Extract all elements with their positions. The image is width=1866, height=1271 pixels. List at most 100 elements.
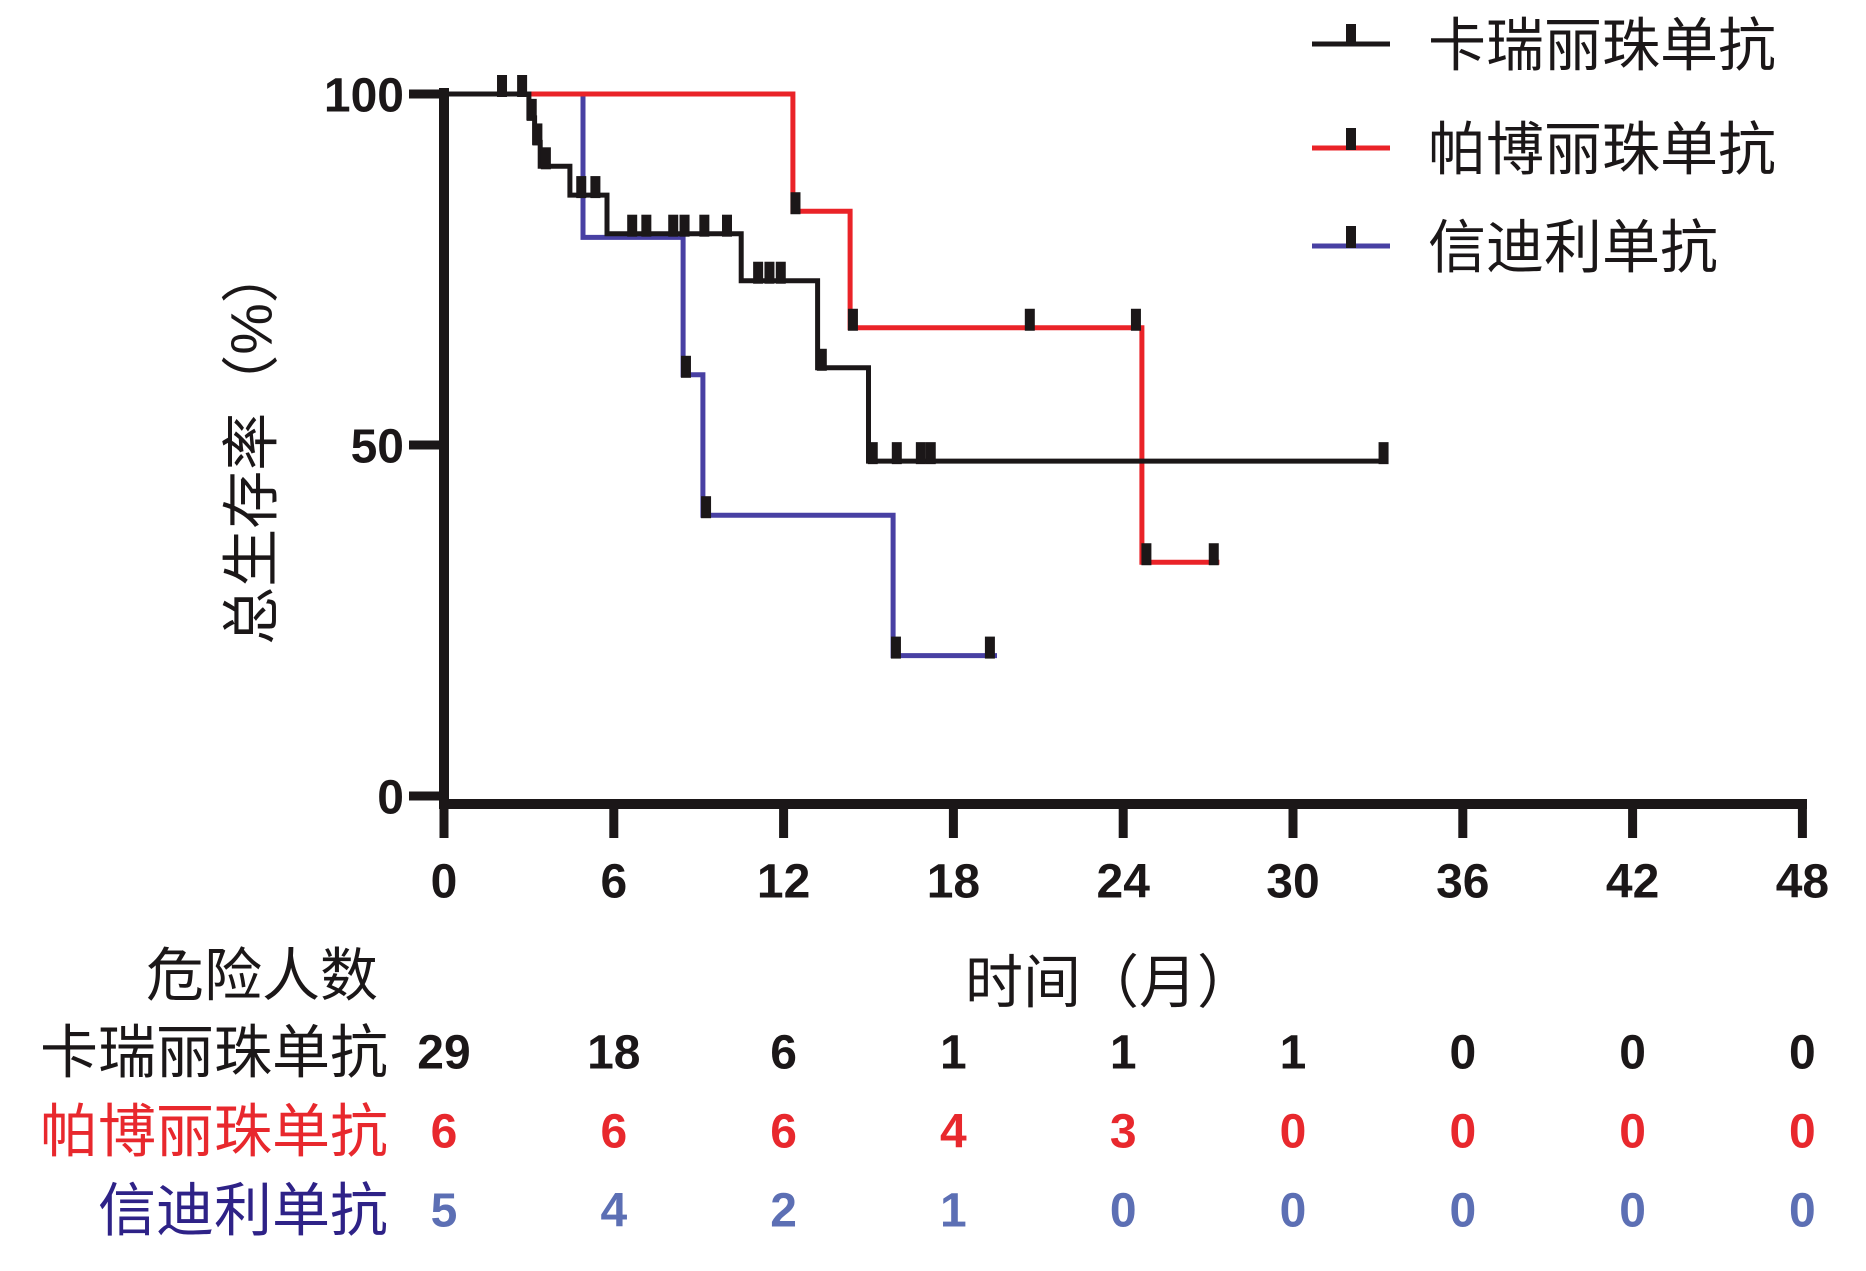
- risk-count: 3: [1110, 1106, 1137, 1159]
- x-tick-mark: [609, 809, 619, 838]
- x-tick-label: 30: [1266, 856, 1319, 909]
- risk-count: 29: [417, 1027, 470, 1080]
- risk-count: 1: [940, 1185, 967, 1238]
- y-axis-title: 总生存率（%）: [220, 245, 285, 645]
- x-tick-mark: [1118, 809, 1128, 838]
- censor-tick: [1378, 442, 1389, 465]
- risk-count: 0: [1619, 1027, 1646, 1080]
- censor-tick: [590, 176, 601, 199]
- censor-tick: [753, 261, 764, 284]
- risk-count: 6: [770, 1106, 797, 1159]
- survival-curve: [444, 91, 1220, 565]
- censor-tick: [1130, 308, 1141, 331]
- risk-count: 0: [1619, 1106, 1646, 1159]
- risk-count: 6: [431, 1106, 458, 1159]
- risk-count: 0: [1789, 1027, 1816, 1080]
- y-tick-label: 100: [324, 70, 404, 123]
- censor-tick: [891, 442, 902, 465]
- y-tick-labels: 100 50 0: [324, 70, 404, 825]
- censor-tick: [915, 442, 926, 465]
- risk-count: 0: [1789, 1185, 1816, 1238]
- risk-count: 1: [1280, 1027, 1307, 1080]
- censor-tick: [641, 214, 652, 237]
- x-tick-mark: [439, 809, 449, 838]
- risk-count: 6: [600, 1106, 627, 1159]
- x-tick-label: 48: [1776, 856, 1829, 909]
- x-tick-label: 12: [757, 856, 810, 909]
- x-tick-label: 18: [927, 856, 980, 909]
- censor-tick: [532, 123, 543, 146]
- risk-count: 1: [1110, 1027, 1137, 1080]
- risk-row-label: 卡瑞丽珠单抗: [40, 1021, 388, 1086]
- risk-count: 4: [940, 1106, 967, 1159]
- x-axis-line: [439, 799, 1807, 809]
- censor-tick: [1024, 308, 1035, 331]
- risk-count: 0: [1789, 1106, 1816, 1159]
- censor-tick: [925, 442, 936, 465]
- censor-tick: [722, 214, 732, 237]
- censor-tick: [576, 176, 587, 199]
- censor-tick: [984, 636, 995, 659]
- censor-tick: [790, 192, 801, 215]
- x-tick-label: 0: [431, 856, 458, 909]
- risk-table-row: 信迪利单抗 5 4 2 1 0 0 0 0 0: [98, 1179, 1816, 1244]
- x-tick-label: 6: [600, 856, 627, 909]
- censor-tick: [867, 442, 878, 465]
- risk-row-label: 信迪利单抗: [98, 1179, 388, 1244]
- legend-censor-tick: [1346, 226, 1356, 248]
- risk-count: 0: [1449, 1106, 1476, 1159]
- risk-table: 卡瑞丽珠单抗 29 18 6 1 1 1 0 0 0 帕博丽珠单抗 6 6 6 4 3 0 0 0 0 信迪利单抗 5 4 2…: [40, 1021, 1816, 1244]
- x-tick-label: 42: [1606, 856, 1659, 909]
- legend-item: 信迪利单抗: [1312, 216, 1718, 281]
- risk-table-row: 卡瑞丽珠单抗 29 18 6 1 1 1 0 0 0: [40, 1021, 1816, 1086]
- legend-censor-tick: [1346, 24, 1356, 46]
- censor-tick: [847, 308, 858, 331]
- y-tick-label: 50: [351, 421, 404, 474]
- risk-count: 0: [1280, 1185, 1307, 1238]
- x-tick-mark: [1288, 809, 1298, 838]
- x-tick-mark: [948, 809, 958, 838]
- censor-tick: [890, 636, 901, 659]
- y-tick-label: 0: [377, 772, 404, 825]
- x-axis-title: 时间（月）: [965, 951, 1255, 1016]
- risk-table-title: 危险人数: [146, 944, 378, 1009]
- legend-label: 卡瑞丽珠单抗: [1428, 14, 1776, 79]
- x-tick-label: 36: [1436, 856, 1489, 909]
- censor-tick: [497, 75, 508, 97]
- risk-count: 1: [940, 1027, 967, 1080]
- censor-tick: [764, 261, 775, 284]
- censor-tick: [540, 147, 551, 170]
- risk-count: 5: [431, 1185, 458, 1238]
- legend-item: 卡瑞丽珠单抗: [1312, 14, 1776, 79]
- x-tick-mark: [1458, 809, 1468, 838]
- x-tick-mark: [1797, 809, 1807, 838]
- risk-count: 0: [1619, 1185, 1646, 1238]
- censor-tick: [775, 261, 786, 284]
- risk-count: 4: [600, 1185, 627, 1238]
- legend-label: 信迪利单抗: [1428, 216, 1718, 281]
- censor-tick: [816, 348, 827, 371]
- risk-count: 2: [770, 1185, 797, 1238]
- x-tick-labels: 0 6 12 18 24 30 36 42 48: [431, 856, 1829, 909]
- risk-count: 6: [770, 1027, 797, 1080]
- censor-tick: [680, 355, 691, 378]
- x-tick-mark: [1628, 809, 1638, 838]
- legend-censor-tick: [1346, 128, 1356, 150]
- censor-tick: [668, 214, 679, 237]
- censor-tick: [526, 98, 537, 121]
- risk-row-label: 帕博丽珠单抗: [40, 1100, 388, 1165]
- censor-ticks: [497, 75, 1389, 659]
- x-tick-label: 24: [1097, 856, 1151, 909]
- censor-tick: [517, 75, 528, 97]
- censor-tick: [701, 496, 712, 519]
- risk-count: 18: [587, 1027, 640, 1080]
- censor-tick: [699, 214, 710, 237]
- y-axis-line: [439, 88, 449, 809]
- censor-tick: [1141, 543, 1152, 566]
- legend-item: 帕博丽珠单抗: [1312, 118, 1776, 183]
- risk-count: 0: [1449, 1027, 1476, 1080]
- y-tick-mark: [409, 791, 439, 801]
- risk-count: 0: [1110, 1185, 1137, 1238]
